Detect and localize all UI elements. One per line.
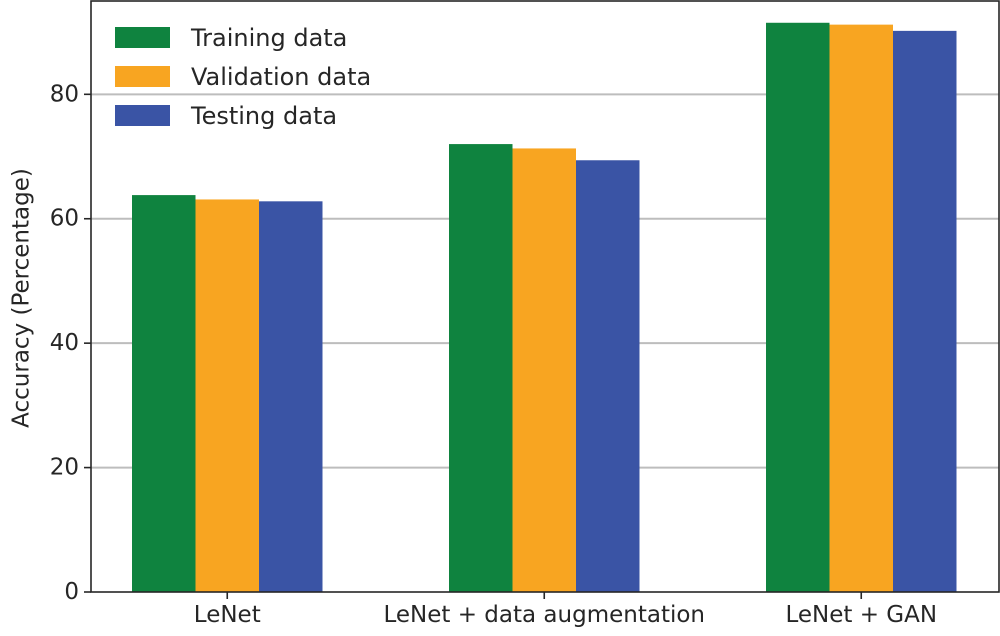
- y-tick-label: 20: [50, 455, 79, 481]
- legend-label: Testing data: [190, 102, 337, 130]
- bar: [132, 195, 196, 592]
- legend-swatch: [115, 66, 170, 87]
- legend-label: Training data: [190, 24, 347, 52]
- bars-layer: [132, 22, 957, 593]
- legend-label: Validation data: [191, 63, 371, 91]
- y-axis: 0 20 40 60 80: [50, 81, 91, 605]
- legend-swatch: [115, 105, 170, 126]
- bar: [893, 30, 957, 592]
- y-tick-label: 80: [50, 81, 79, 107]
- bar: [195, 199, 259, 592]
- bar: [576, 160, 640, 592]
- bar: [829, 24, 893, 592]
- y-axis-title: Accuracy (Percentage): [9, 168, 35, 428]
- y-tick-label: 0: [64, 579, 79, 605]
- bar: [449, 144, 513, 592]
- legend: Training data Validation data Testing data: [115, 24, 371, 130]
- x-tick-label: LeNet + data augmentation: [383, 602, 705, 628]
- bar: [259, 201, 323, 592]
- y-tick-label: 40: [50, 330, 79, 356]
- y-tick-label: 60: [50, 206, 79, 232]
- bar: [766, 22, 830, 593]
- bar: [512, 148, 576, 592]
- x-tick-label: LeNet + GAN: [785, 602, 937, 628]
- legend-swatch: [115, 27, 170, 48]
- x-axis: LeNet LeNet + data augmentation LeNet + GA…: [194, 592, 937, 628]
- x-tick-label: LeNet: [194, 602, 261, 628]
